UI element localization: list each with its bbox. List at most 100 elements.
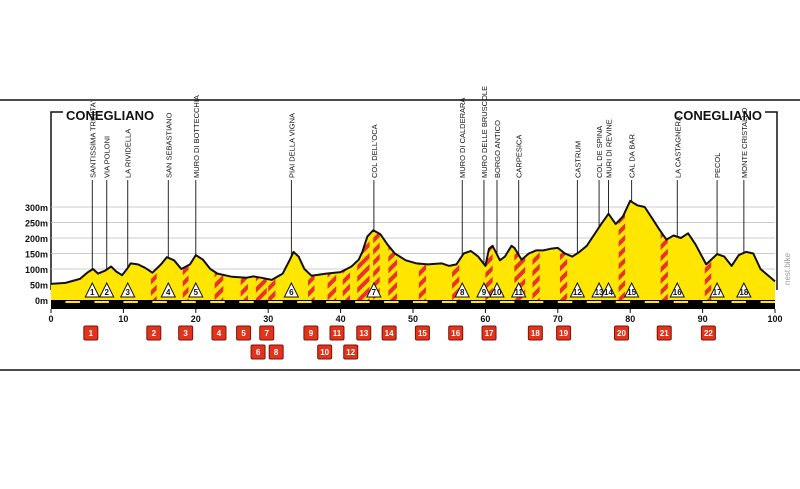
track-segment	[760, 301, 775, 303]
sector-box	[178, 325, 194, 341]
sector-marker: 22	[700, 325, 716, 341]
sector-box	[268, 344, 284, 360]
climb-number: 8	[460, 288, 465, 297]
y-tick-label: 150m	[25, 250, 48, 260]
climb-name-label: VIA POLONI	[103, 136, 112, 178]
stripe-sector	[373, 200, 380, 300]
sector-box	[614, 325, 630, 341]
track-segment	[673, 301, 689, 303]
climb-triangle-icon	[119, 281, 136, 298]
sector-number: 15	[418, 329, 427, 338]
track-segment	[65, 301, 80, 303]
climb-number: 7	[372, 288, 377, 297]
sector-number: 2	[152, 329, 157, 338]
climb-marker: 8 MURO DI CALDERARA	[454, 98, 471, 298]
climb-marker: 15 CAL DA BAR	[623, 134, 640, 298]
sector-marker: 11	[329, 325, 345, 341]
sector-number: 16	[451, 329, 460, 338]
track-segment	[470, 301, 486, 303]
climb-number: 13	[595, 288, 604, 297]
track-segment	[499, 301, 515, 303]
climb-marker: 16 LA CASTAGNERA	[669, 116, 686, 298]
climb-marker: 10 BORGO ANTICO	[489, 120, 505, 298]
track-segment	[586, 301, 602, 303]
track-segment	[528, 301, 544, 303]
track-segment	[268, 301, 283, 303]
climb-name-label: CARPESICA	[515, 135, 524, 178]
climb-name-label: CASTRUM	[573, 141, 582, 178]
sector-number: 3	[183, 329, 188, 338]
climb-triangle-icon	[600, 281, 617, 298]
track-segment	[441, 301, 457, 303]
x-axis-ticks: 0 10 20 30 40 50 60 70 80 90 100	[48, 309, 783, 324]
track-segment	[615, 301, 631, 303]
climb-name-label: PIAI DELLA VIGNA	[287, 113, 296, 178]
climb-triangle-icon	[454, 281, 471, 298]
climb-triangle-icon	[510, 281, 527, 298]
y-tick-label: 100m	[25, 265, 48, 275]
y-tick-label: 300m	[25, 203, 48, 213]
sector-marker: 20	[614, 325, 630, 341]
sector-number: 8	[274, 348, 279, 357]
x-tick-label: 50	[408, 314, 418, 324]
stripe-sector	[704, 200, 712, 300]
elevation-area	[51, 200, 775, 300]
sector-marker: 1	[83, 325, 99, 341]
climb-name-label: LA RIVIDELLA	[124, 129, 133, 178]
climb-triangle-icon	[489, 281, 505, 298]
stripe-sector	[388, 200, 398, 300]
climb-name-label: MONTE CRISTALLO	[740, 108, 749, 178]
distance-track	[51, 300, 775, 309]
sector-marker: 4	[211, 325, 227, 341]
climb-marker: 13 COL DE SPINA	[591, 126, 607, 298]
y-tick-label: 0m	[35, 296, 48, 306]
climb-name-label: MURO DI BOTTECCHIA	[192, 95, 201, 178]
sector-box	[329, 325, 345, 341]
track-segment	[355, 301, 370, 303]
sector-box	[527, 325, 543, 341]
sector-marker: 7	[259, 325, 275, 341]
climb-markers: 1 SANTISSIMA TRINITA' 2 VIA POLONI 3 LA RIVID…	[84, 86, 752, 298]
climb-marker: 7 COL DELL'OCA	[366, 124, 382, 298]
sector-number: 19	[559, 329, 568, 338]
climb-marker: 1 SANTISSIMA TRINITA'	[84, 100, 101, 298]
track-segment	[326, 301, 341, 303]
sector-number: 13	[359, 329, 368, 338]
track-segment	[123, 301, 138, 303]
climb-number: 10	[493, 288, 502, 297]
climb-triangle-icon	[569, 281, 586, 298]
stripe-sector	[452, 200, 460, 300]
climb-number: 9	[482, 288, 487, 297]
climb-triangle-icon	[160, 281, 177, 298]
sector-box	[146, 325, 162, 341]
sector-box	[83, 325, 99, 341]
climb-marker: 18 MONTE CRISTALLO	[736, 108, 752, 298]
sector-number: 10	[320, 348, 329, 357]
sector-box	[556, 325, 572, 341]
sector-number: 17	[485, 329, 494, 338]
track-segment	[210, 301, 225, 303]
x-tick-label: 20	[191, 314, 201, 324]
stripe-sector	[268, 200, 276, 300]
climb-marker: 11 CARPESICA	[510, 135, 527, 298]
start-location-label: CONEGLIANO	[66, 108, 154, 123]
sector-box	[250, 344, 266, 360]
climb-name-label: CAL DA BAR	[628, 134, 637, 178]
climb-triangle-icon	[623, 281, 640, 298]
climb-marker: 12 CASTRUM	[569, 141, 586, 298]
x-tick-label: 40	[336, 314, 346, 324]
stripe-sector	[342, 200, 351, 300]
track-segment	[557, 301, 573, 303]
sector-number: 4	[217, 329, 222, 338]
track-segment	[297, 301, 312, 303]
track-segment	[384, 301, 399, 303]
sector-marker: 3	[178, 325, 194, 341]
climb-number: 6	[289, 288, 294, 297]
climb-marker: 4 SAN SEBASTIANO	[160, 112, 177, 298]
x-tick-label: 90	[698, 314, 708, 324]
sector-marker: 12	[343, 344, 359, 360]
climb-marker: 5 MURO DI BOTTECCHIA	[187, 95, 204, 298]
